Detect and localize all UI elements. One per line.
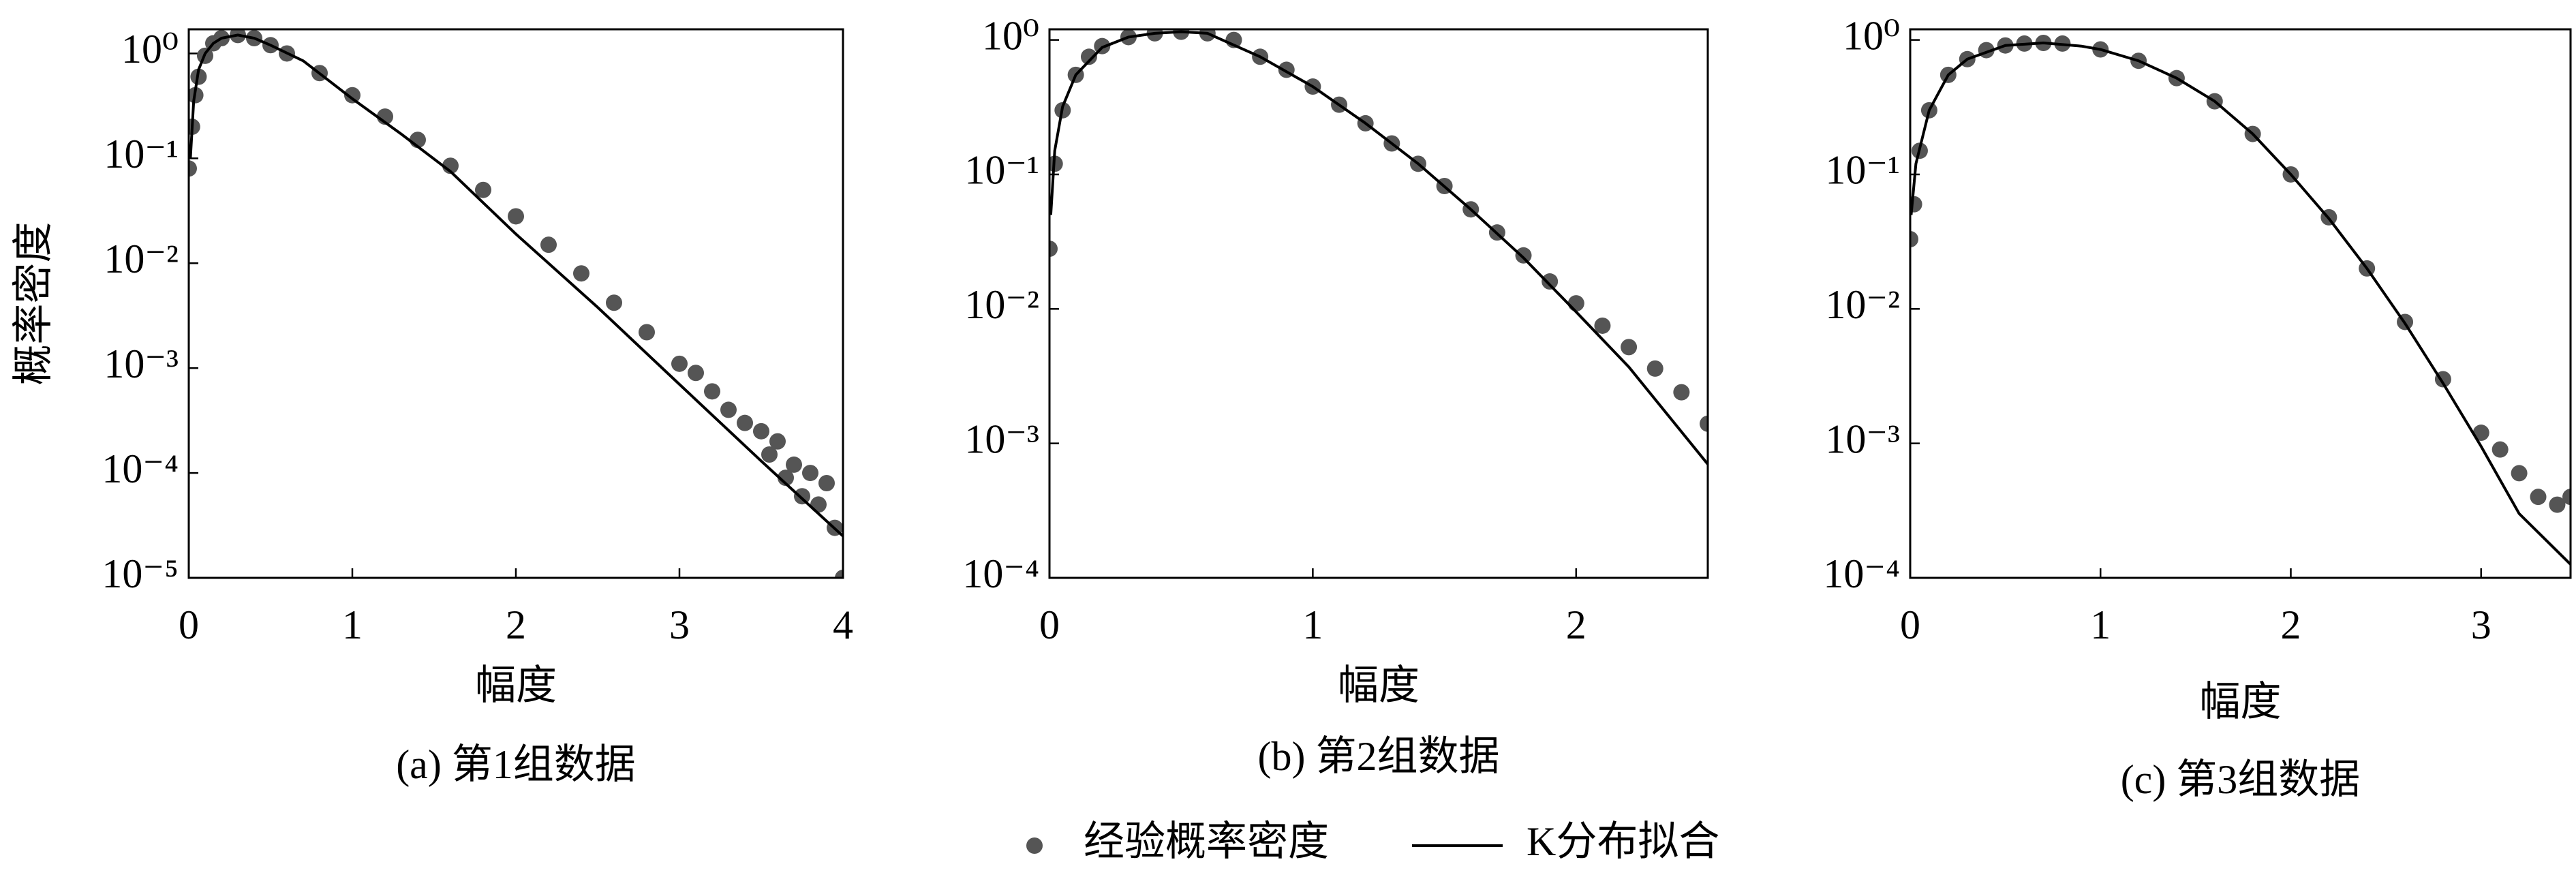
data-point xyxy=(2472,425,2489,442)
subplot: 0 1 2 3 4 10⁰ 10⁻¹ 10⁻² 10⁻³ 10⁻⁴ 10⁻⁵ 幅度 概率密度 (a) 第1… xyxy=(11,27,853,787)
data-point xyxy=(2549,496,2566,513)
x-tick-label: 0 xyxy=(1900,602,1920,647)
data-point xyxy=(1594,317,1611,334)
subplot-caption: (c) 第3组数据 xyxy=(2121,757,2361,802)
x-axis-label: 幅度 xyxy=(1338,663,1420,708)
data-point xyxy=(475,181,491,198)
data-point xyxy=(769,433,786,450)
x-tick-label: 0 xyxy=(179,602,199,647)
data-point xyxy=(704,383,720,400)
data-point xyxy=(720,401,737,418)
y-tick-label: 10⁻² xyxy=(964,282,1039,327)
legend-label: K分布拟合 xyxy=(1527,819,1719,864)
x-tick-label: 1 xyxy=(1302,602,1323,647)
y-axis-label: 概率密度 xyxy=(11,222,56,386)
x-tick-label: 2 xyxy=(2281,602,2301,647)
data-point xyxy=(189,87,204,104)
y-tick-label: 10⁻¹ xyxy=(964,148,1039,193)
data-point xyxy=(1910,230,1918,247)
x-tick-label: 2 xyxy=(506,602,526,647)
data-point xyxy=(344,87,361,104)
subplot-caption: (b) 第2组数据 xyxy=(1258,734,1500,779)
data-point xyxy=(606,294,622,311)
data-point xyxy=(1542,273,1559,290)
data-point xyxy=(737,414,753,431)
y-tick-label: 10⁻¹ xyxy=(104,132,179,176)
y-tick-label: 10⁰ xyxy=(121,27,179,72)
subplot: 0 1 2 3 10⁰ 10⁻¹ 10⁻² 10⁻³ 10⁻⁴ 幅度 (c) 第3组数据 xyxy=(1823,13,2572,802)
plot-frame xyxy=(1048,28,1709,579)
x-tick-label: 3 xyxy=(669,602,690,647)
data-point xyxy=(639,324,655,341)
data-point xyxy=(1700,415,1708,432)
fit-line xyxy=(189,33,843,538)
subplot-caption: (a) 第1组数据 xyxy=(396,742,636,787)
y-tick-label: 10⁻² xyxy=(104,236,179,281)
y-tick-label: 10⁻³ xyxy=(964,416,1039,461)
data-point xyxy=(1621,339,1638,356)
y-tick-label: 10⁰ xyxy=(982,13,1039,58)
y-tick-label: 10⁻³ xyxy=(104,341,179,386)
data-point xyxy=(508,208,524,225)
data-point xyxy=(802,465,818,482)
data-point xyxy=(688,365,704,382)
data-point xyxy=(1646,360,1663,377)
data-point xyxy=(573,265,589,282)
legend-label: 经验概率密度 xyxy=(1084,819,1329,864)
data-point xyxy=(189,160,197,177)
data-point xyxy=(753,422,769,440)
y-tick-label: 10⁻¹ xyxy=(1825,148,1900,193)
data-point xyxy=(794,488,810,505)
data-point xyxy=(1515,247,1532,264)
plot-frame xyxy=(187,28,844,579)
x-tick-label: 2 xyxy=(1566,602,1586,647)
data-point xyxy=(1567,295,1584,312)
plot-frame xyxy=(1909,28,2572,579)
y-tick-label: 10⁻⁴ xyxy=(102,446,179,491)
y-tick-label: 10⁻⁵ xyxy=(102,551,179,596)
x-axis-label: 幅度 xyxy=(475,663,557,708)
fit-line xyxy=(1910,41,2571,566)
data-point xyxy=(786,456,802,473)
data-point xyxy=(761,446,778,463)
y-tick-label: 10⁻² xyxy=(1825,282,1900,327)
x-tick-label: 1 xyxy=(342,602,363,647)
x-axis-label: 幅度 xyxy=(2200,679,2282,724)
data-point xyxy=(1673,384,1690,401)
data-point xyxy=(2511,465,2528,482)
x-tick-label: 1 xyxy=(2090,602,2111,647)
subplot: 0 1 2 10⁰ 10⁻¹ 10⁻² 10⁻³ 10⁻⁴ 幅度 (b) 第2组数据 xyxy=(962,13,1709,779)
data-point xyxy=(818,475,835,492)
x-tick-label: 3 xyxy=(2471,602,2491,647)
y-tick-label: 10⁰ xyxy=(1843,13,1900,58)
data-point xyxy=(2562,489,2571,506)
legend: 经验概率密度 K分布拟合 xyxy=(1026,819,1719,864)
data-point xyxy=(671,355,688,372)
fit-line xyxy=(1049,30,1708,465)
y-tick-label: 10⁻⁴ xyxy=(1823,551,1900,596)
legend-dot xyxy=(1026,837,1043,854)
data-point xyxy=(2530,489,2547,506)
data-point xyxy=(1049,241,1058,258)
data-point xyxy=(778,470,794,487)
data-point xyxy=(1080,48,1097,65)
x-tick-label: 0 xyxy=(1039,602,1060,647)
data-point xyxy=(835,570,843,578)
data-point xyxy=(810,496,827,513)
y-tick-label: 10⁻⁴ xyxy=(962,551,1039,596)
y-tick-label: 10⁻³ xyxy=(1825,416,1900,461)
data-point xyxy=(2491,441,2509,458)
x-tick-label: 4 xyxy=(833,602,853,647)
data-point xyxy=(540,236,557,253)
